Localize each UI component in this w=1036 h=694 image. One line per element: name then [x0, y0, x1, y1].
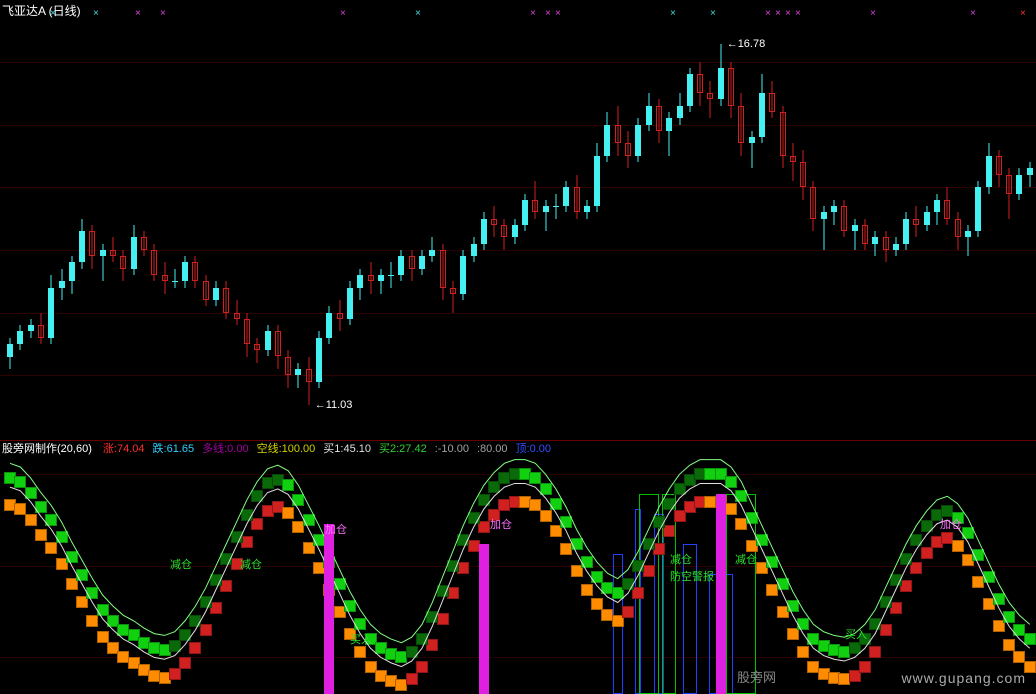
osc-line [0, 456, 1036, 694]
indicator-stat: 顶:0.00 [516, 443, 551, 455]
gridline [0, 187, 1036, 188]
indicator-label: 减仓 [670, 551, 692, 567]
indicator-stat: :80.00 [477, 443, 508, 455]
low-price-label: ←11.03 [315, 399, 353, 411]
indicator-label: 买入 [350, 631, 372, 647]
indicator-label: 防空警报 [670, 568, 714, 584]
gridline [0, 375, 1036, 376]
indicator-stat: 涨:74.04 [103, 443, 145, 455]
gridline [0, 125, 1036, 126]
high-price-label: ←16.78 [727, 38, 766, 50]
indicator-label: 买入 [845, 626, 867, 642]
indicator-bar-magenta [324, 524, 334, 694]
indicator-label: 加仓 [325, 521, 347, 537]
indicator-stat: 多线:0.00 [202, 443, 248, 455]
indicator-stat: 买2:27.42 [379, 443, 427, 455]
indicator-stat: :-10.00 [435, 443, 469, 455]
indicator-chart[interactable]: 减仓减仓加仓买入加仓减仓减仓防空警报买入加仓 [0, 456, 1036, 694]
watermark-cn: 股旁网 [737, 667, 776, 686]
top-markers-row: ×××××××××××××××××× [0, 8, 1036, 18]
indicator-label: 加仓 [490, 516, 512, 532]
indicator-label: 减仓 [240, 556, 262, 572]
indicator-stat: 空线:100.00 [257, 443, 316, 455]
indicator-label: 减仓 [170, 556, 192, 572]
indicator-label: 加仓 [940, 516, 962, 532]
indicator-label: 减仓 [735, 551, 757, 567]
gridline [0, 62, 1036, 63]
indicator-bar-magenta [716, 494, 726, 694]
indicator-bar-magenta [479, 544, 489, 694]
indicator-stat: 跌:61.65 [153, 443, 195, 455]
indicator-stat: 买1:45.10 [323, 443, 371, 455]
indicator-header: 股旁网制作(20,60) 涨:74.04 跌:61.65 多线:0.00 空线:100… [0, 440, 1036, 456]
gridline [0, 313, 1036, 314]
watermark-url: www.gupang.com [901, 670, 1026, 686]
indicator-title: 股旁网制作(20,60) [2, 443, 92, 455]
candlestick-chart[interactable]: ←16.78 ←11.03 [0, 18, 1036, 438]
